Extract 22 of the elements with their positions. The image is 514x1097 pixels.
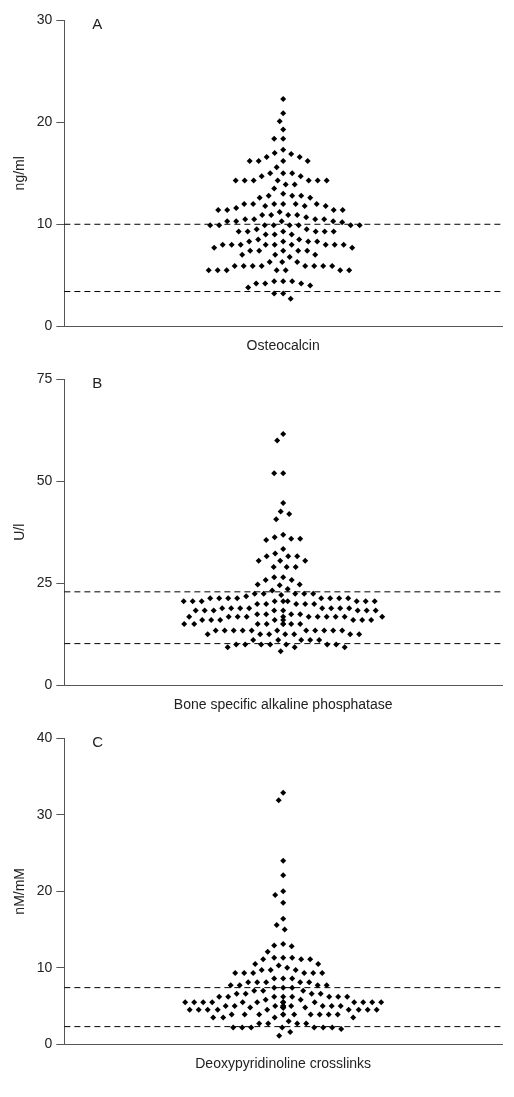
y-axis-title: U/l <box>11 523 28 541</box>
x-tick-label: Bone specific alkaline phosphatase <box>173 696 393 713</box>
y-tick-label: 75 <box>36 370 53 387</box>
y-tick-label: 0 <box>44 317 53 334</box>
y-tick-label: 0 <box>44 1035 53 1052</box>
y-tick-label: 50 <box>36 472 53 489</box>
y-axis-title: nM/mM <box>11 867 28 915</box>
y-tick-label: 20 <box>36 882 53 899</box>
x-tick-label: Osteocalcin <box>246 337 320 354</box>
y-tick-label: 25 <box>36 574 53 591</box>
y-tick-label: 20 <box>36 113 53 130</box>
y-tick-label: 30 <box>36 11 53 28</box>
y-tick-label: 30 <box>36 805 53 822</box>
y-tick-label: 0 <box>44 676 53 693</box>
annotation: A <box>92 14 103 32</box>
x-tick-label: Deoxypyridinoline crosslinks <box>195 1055 372 1072</box>
y-axis-title: ng/ml <box>11 156 28 191</box>
y-tick-label: 10 <box>36 958 53 975</box>
annotation: B <box>92 373 103 391</box>
y-tick-label: 40 <box>36 729 53 746</box>
y-tick-label: 10 <box>36 215 53 232</box>
annotation: C <box>92 732 104 750</box>
